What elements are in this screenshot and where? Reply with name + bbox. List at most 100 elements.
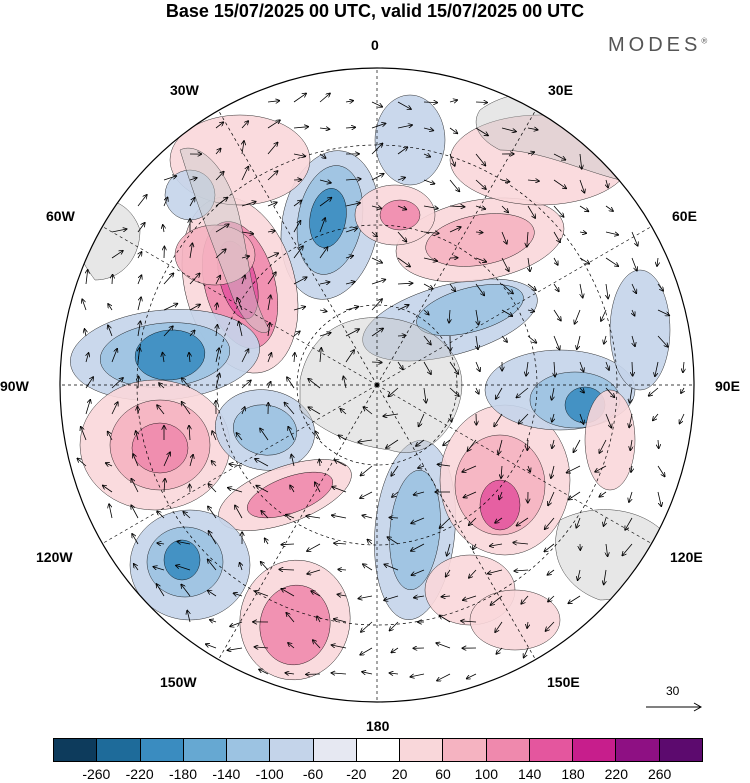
- wind-arrow: [397, 305, 409, 311]
- colorbar-swatch: [356, 739, 401, 761]
- wind-arrow: [189, 426, 190, 441]
- wind-arrow: [287, 377, 295, 389]
- wind-arrow: [553, 335, 560, 350]
- wind-arrow: [553, 231, 560, 242]
- wind-arrow: [189, 304, 200, 311]
- wind-arrow: [606, 543, 608, 556]
- colorbar-swatch: [54, 739, 98, 761]
- wind-arrow: [527, 152, 534, 154]
- wind-arrow: [108, 325, 113, 337]
- anomaly-contour: [247, 471, 333, 519]
- wind-arrow: [334, 619, 347, 623]
- wind-arrow: [384, 595, 399, 600]
- wind-arrow: [332, 487, 347, 493]
- wind-arrow: [423, 257, 437, 261]
- wind-arrow: [293, 154, 305, 156]
- wind-arrow: [255, 459, 269, 467]
- lon-label-90w: 90W: [0, 378, 29, 394]
- wind-arrow: [212, 461, 217, 467]
- wind-arrow: [319, 459, 320, 467]
- wind-arrow: [386, 439, 399, 448]
- wind-arrow: [545, 517, 555, 529]
- colorbar-swatch: [443, 739, 487, 761]
- wind-arrow: [236, 433, 243, 441]
- wind-arrow: [475, 127, 488, 136]
- wind-arrow: [414, 596, 425, 598]
- wind-arrow: [216, 303, 217, 311]
- wind-arrow: [655, 361, 659, 376]
- wind-arrow: [390, 673, 399, 674]
- wind-arrow: [423, 309, 429, 315]
- wind-arrow: [495, 621, 503, 632]
- wind-arrow: [519, 413, 529, 424]
- wind-arrow: [475, 283, 484, 295]
- wind-arrow: [255, 591, 269, 597]
- wind-arrow: [255, 647, 269, 648]
- wind-arrow: [319, 198, 332, 207]
- wind-arrow: [362, 672, 373, 674]
- wind-arrow: [181, 585, 191, 597]
- wind-arrow: [163, 273, 174, 285]
- wind-arrow: [423, 283, 433, 289]
- wind-arrow: [215, 172, 224, 181]
- wind-arrow: [267, 171, 278, 181]
- wind-arrow: [215, 348, 219, 363]
- wind-arrow: [284, 403, 295, 415]
- wind-arrow: [423, 335, 431, 345]
- wind-arrow: [606, 179, 608, 188]
- wind-arrow: [111, 378, 123, 389]
- meridian-line: [376, 110, 536, 386]
- wind-arrow: [631, 231, 638, 246]
- wind-arrow: [498, 439, 503, 454]
- wind-arrow: [319, 180, 331, 183]
- wind-arrow: [112, 275, 113, 285]
- wind-arrow: [552, 413, 554, 422]
- wind-arrow: [527, 231, 528, 247]
- wind-arrow: [569, 491, 581, 500]
- wind-arrow: [450, 413, 452, 422]
- wind-arrow: [319, 247, 328, 259]
- wind-arrow: [391, 647, 399, 653]
- wind-arrow: [86, 270, 88, 285]
- wind-arrow: [208, 506, 217, 519]
- wind-arrow: [293, 93, 306, 103]
- map-title: Base 15/07/2025 00 UTC, valid 15/07/2025…: [165, 1, 585, 21]
- wind-arrow: [268, 382, 271, 389]
- colorbar-swatch: [616, 739, 660, 761]
- wind-vectors: [77, 93, 684, 680]
- wind-arrow: [595, 465, 607, 472]
- wind-arrow: [308, 379, 321, 389]
- wind-arrow: [290, 485, 295, 493]
- arrow-right-icon: [646, 702, 703, 712]
- wind-arrow: [553, 153, 565, 160]
- wind-arrow: [360, 491, 373, 498]
- wind-arrow: [215, 374, 220, 389]
- wind-arrow: [579, 179, 585, 193]
- wind-arrow: [286, 515, 295, 519]
- meridian-line: [102, 384, 378, 544]
- wind-arrow: [82, 299, 87, 311]
- wind-arrow: [268, 295, 271, 311]
- wind-arrow: [605, 257, 618, 266]
- wind-arrow: [397, 147, 408, 155]
- wind-arrow: [182, 402, 191, 415]
- wind-arrow: [86, 353, 89, 363]
- lon-label-30e: 30E: [548, 82, 573, 98]
- wind-arrow: [449, 227, 461, 233]
- wind-arrow: [215, 249, 226, 259]
- wind-arrow: [131, 479, 139, 493]
- meridian-line: [376, 384, 652, 544]
- wind-arrow: [103, 486, 113, 493]
- wind-arrow: [267, 253, 278, 259]
- wind-arrow: [153, 567, 165, 571]
- colorbar-swatch: [400, 739, 444, 761]
- wind-arrow: [345, 127, 355, 128]
- wind-arrow: [464, 491, 477, 498]
- wind-arrow: [281, 544, 295, 545]
- wind-arrow: [657, 283, 663, 291]
- lon-label-0: 0: [371, 37, 379, 53]
- wind-arrow: [683, 361, 684, 372]
- wind-arrow: [527, 310, 534, 312]
- wind-arrow: [138, 348, 140, 363]
- wind-arrow: [317, 616, 320, 623]
